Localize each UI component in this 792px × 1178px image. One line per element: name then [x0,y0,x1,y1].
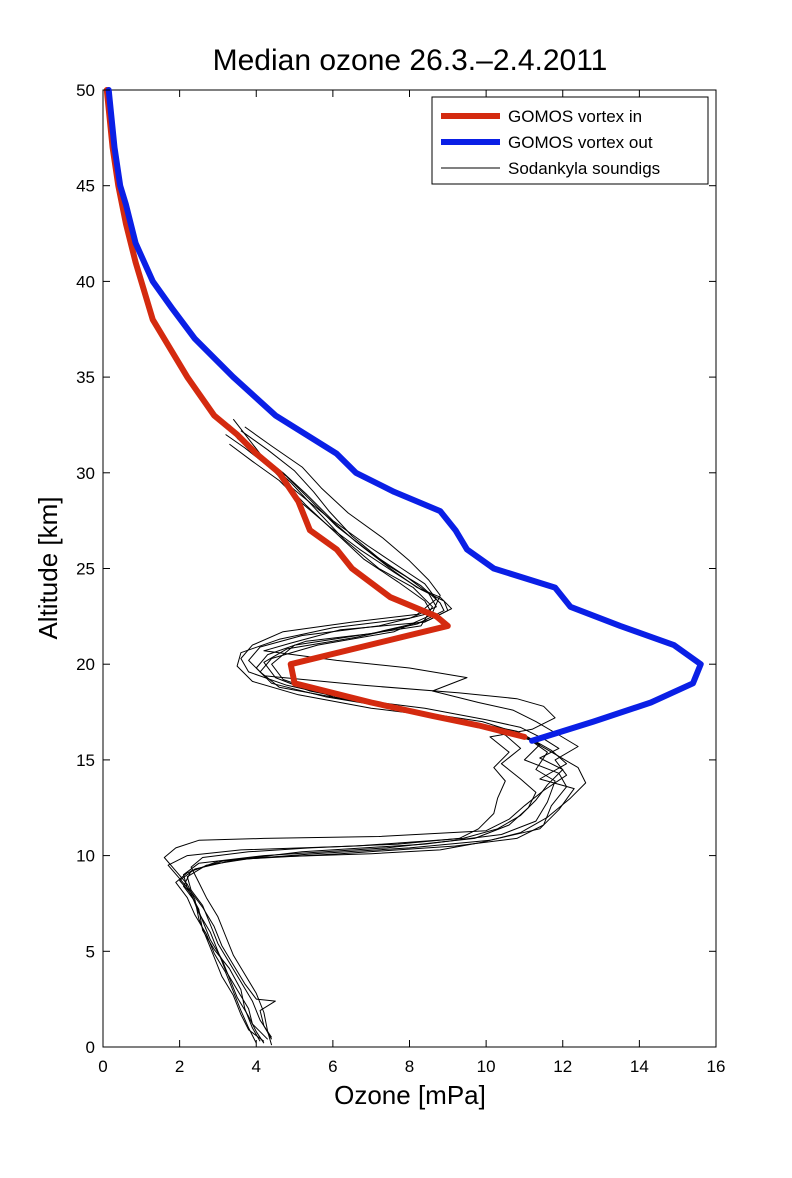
x-tick-label: 0 [98,1057,107,1076]
sodankyla-soundings [163,418,587,1046]
y-axis-title: Altitude [km] [33,496,63,639]
legend-label-vortex-in: GOMOS vortex in [508,107,642,126]
y-tick-label: 25 [76,560,95,579]
y-tick-label: 20 [76,655,95,674]
sounding-line [163,443,579,1042]
y-tick-label: 15 [76,751,95,770]
x-tick-label: 6 [328,1057,337,1076]
sounding-line [167,432,564,1040]
sounding-line [183,424,556,1044]
x-tick-label: 10 [477,1057,496,1076]
x-tick-label: 14 [630,1057,649,1076]
x-tick-label: 2 [175,1057,184,1076]
y-tick-label: 5 [86,942,95,961]
legend-label-soundings: Sodankyla soundigs [508,159,660,178]
y-tick-label: 10 [76,847,95,866]
gomos-series [103,87,704,744]
plot-area [102,87,717,1048]
x-tick-label: 4 [252,1057,261,1076]
y-tick-label: 0 [86,1038,95,1057]
y-tick-label: 50 [76,81,95,100]
sounding-line [190,426,556,1046]
legend-label-vortex-out: GOMOS vortex out [508,133,653,152]
x-tick-label: 8 [405,1057,414,1076]
y-axis-ticks: 0 5 10 15 20 25 30 35 40 45 50 [76,81,716,1057]
x-tick-label: 16 [707,1057,726,1076]
y-tick-label: 35 [76,368,95,387]
series-line-vortex-out [105,87,704,744]
plot-frame [102,89,717,1048]
x-tick-label: 12 [553,1057,572,1076]
series-line-vortex-in [103,87,528,740]
y-tick-label: 45 [76,177,95,196]
legend: GOMOS vortex in GOMOS vortex out Sodanky… [431,96,709,185]
x-axis-ticks: 0 2 4 6 8 10 12 14 16 [98,90,725,1076]
y-tick-label: 40 [76,272,95,291]
y-tick-label: 30 [76,464,95,483]
chart-title: Median ozone 26.3.–2.4.2011 [213,44,608,77]
x-axis-title: Ozone [mPa] [334,1080,486,1110]
